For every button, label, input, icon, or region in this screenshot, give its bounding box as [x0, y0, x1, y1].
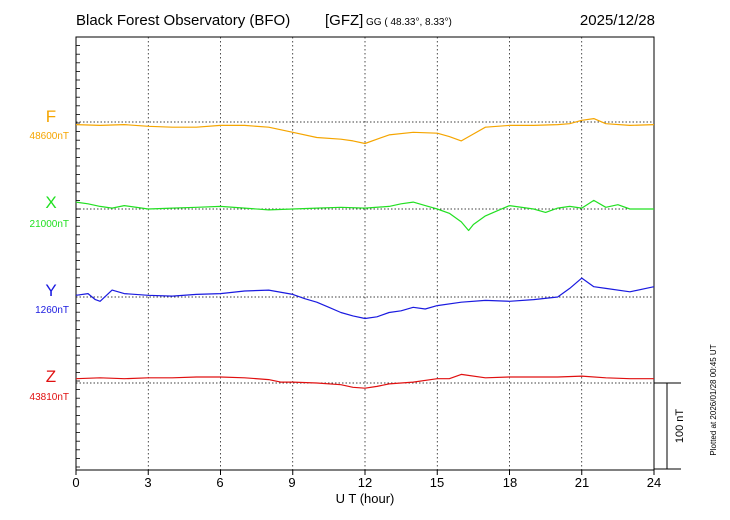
- x-tick-label-12: 12: [358, 475, 372, 490]
- plotted-timestamp: Plotted at 2026/01/28 00:45 UT: [709, 344, 718, 455]
- date-label: 2025/12/28: [580, 12, 655, 29]
- x-tick-label-3: 3: [144, 475, 151, 490]
- x-tick-label-18: 18: [503, 475, 517, 490]
- series-line-f: [75, 117, 655, 145]
- x-tick-label-9: 9: [288, 475, 295, 490]
- agency-label: [GFZ]: [325, 12, 363, 29]
- baseline-label-f: 48600nT: [30, 131, 69, 142]
- x-tick-label-24: 24: [647, 475, 661, 490]
- coordinates-label: GG ( 48.33°, 8.33°): [366, 17, 452, 28]
- series-line-y: [75, 277, 655, 320]
- series-line-z: [75, 373, 654, 389]
- x-tick-label-21: 21: [575, 475, 589, 490]
- baseline-label-y: 1260nT: [35, 305, 69, 316]
- x-tick-label-6: 6: [216, 475, 223, 490]
- scale-bar-label: 100 nT: [674, 409, 686, 444]
- series-lines: [75, 117, 655, 389]
- baseline-label-z: 43810nT: [30, 392, 69, 403]
- x-tick-label-15: 15: [430, 475, 444, 490]
- scale-bar: 100 nT: [654, 382, 686, 470]
- x-axis-tick-labels: 0 3 6 9 12 15 18 21 24: [72, 475, 661, 490]
- baseline-label-x: 21000nT: [30, 219, 69, 230]
- x-tick-label-0: 0: [72, 475, 79, 490]
- series-line-x: [75, 199, 654, 232]
- x-axis-label: U T (hour): [336, 491, 395, 506]
- series-label-x: X: [45, 193, 56, 212]
- series-label-f: F: [46, 107, 56, 126]
- series-label-z: Z: [46, 367, 56, 386]
- series-label-y: Y: [45, 281, 56, 300]
- grid-lines: [75, 37, 655, 475]
- series-labels: F 48600nT X 21000nT Y 1260nT Z 43810nT: [30, 107, 69, 403]
- left-axis-ticks: [76, 45, 80, 468]
- chart-title: Black Forest Observatory (BFO): [76, 12, 290, 29]
